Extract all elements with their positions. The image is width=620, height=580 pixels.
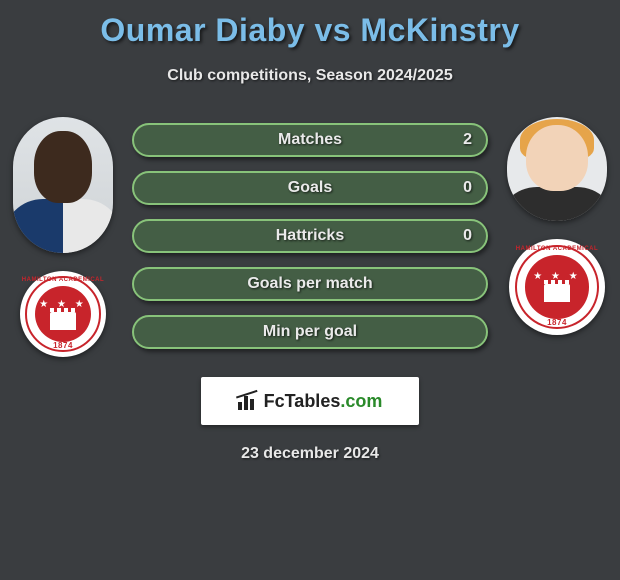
crest-right-club: HAMILTON ACADEMICAL [516, 246, 598, 252]
stat-row-matches: Matches 2 [132, 123, 488, 157]
club-crest-left: HAMILTON ACADEMICAL ★ ★ ★ 1874 [20, 271, 106, 357]
right-column: HAMILTON ACADEMICAL ★ ★ ★ 1874 [502, 117, 612, 357]
brand-tld: .com [340, 391, 382, 411]
branding-badge: FcTables.com [201, 377, 419, 425]
stat-row-goals: Goals 0 [132, 171, 488, 205]
crest-right-year: 1874 [547, 318, 567, 327]
stat-row-goals-per-match: Goals per match [132, 267, 488, 301]
stat-row-min-per-goal: Min per goal [132, 315, 488, 349]
chart-icon [238, 392, 258, 410]
subtitle: Club competitions, Season 2024/2025 [0, 67, 620, 85]
stat-label: Goals [288, 179, 332, 197]
crest-left-year: 1874 [53, 341, 73, 350]
player-left-photo [13, 117, 113, 253]
stat-label: Min per goal [263, 323, 357, 341]
stat-right-value: 0 [463, 179, 472, 197]
stat-row-hattricks: Hattricks 0 [132, 219, 488, 253]
page-title: Oumar Diaby vs McKinstry [0, 0, 620, 49]
brand-name: FcTables [264, 391, 341, 411]
brand-text: FcTables.com [264, 391, 383, 412]
stat-right-value: 2 [463, 131, 472, 149]
castle-icon [50, 312, 76, 330]
club-crest-right: HAMILTON ACADEMICAL ★ ★ ★ 1874 [509, 239, 605, 335]
stats-column: Matches 2 Goals 0 Hattricks 0 Goals per … [118, 117, 502, 357]
crest-left-club: HAMILTON ACADEMICAL [22, 277, 104, 283]
stat-label: Matches [278, 131, 342, 149]
player-right-photo [507, 117, 607, 221]
date-label: 23 december 2024 [0, 445, 620, 463]
stat-label: Goals per match [247, 275, 372, 293]
left-column: HAMILTON ACADEMICAL ★ ★ ★ 1874 [8, 117, 118, 357]
comparison-layout: HAMILTON ACADEMICAL ★ ★ ★ 1874 Matches 2… [0, 117, 620, 357]
castle-icon [544, 284, 570, 302]
stat-label: Hattricks [276, 227, 344, 245]
stat-right-value: 0 [463, 227, 472, 245]
